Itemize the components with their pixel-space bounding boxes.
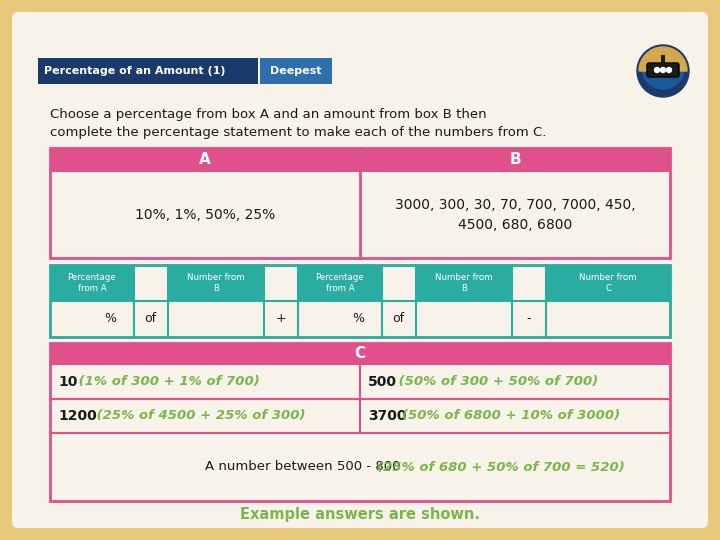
Text: 10%, 1%, 50%, 25%: 10%, 1%, 50%, 25% (135, 208, 275, 222)
Text: (50% of 6800 + 10% of 3000): (50% of 6800 + 10% of 3000) (402, 409, 620, 422)
Bar (168, 265, 264, 301)
Text: of: of (392, 313, 405, 326)
Bar (50, 148, 360, 172)
Bar (50, 265, 134, 301)
Text: C: C (354, 347, 366, 361)
Bar (50, 265, 670, 337)
Text: Choose a percentage from box A and an amount from box B then: Choose a percentage from box A and an am… (50, 108, 487, 121)
Bar (38, 58, 258, 84)
Text: Example answers are shown.: Example answers are shown. (240, 508, 480, 523)
Bar (50, 343, 670, 501)
Circle shape (654, 68, 660, 72)
Circle shape (642, 47, 684, 89)
Text: Number from
B: Number from B (435, 273, 492, 293)
Bar (298, 265, 382, 301)
Bar (360, 148, 670, 172)
FancyBboxPatch shape (12, 12, 708, 528)
Text: (25% of 680 + 50% of 700 = 520): (25% of 680 + 50% of 700 = 520) (377, 461, 625, 474)
Text: A number between 500 - 800: A number between 500 - 800 (205, 461, 405, 474)
Text: 500: 500 (368, 375, 397, 389)
Bar (50, 148, 670, 258)
Text: Percentage
from A: Percentage from A (68, 273, 116, 293)
Text: A: A (199, 152, 211, 167)
Bar (260, 58, 332, 84)
Text: (1% of 300 + 1% of 700): (1% of 300 + 1% of 700) (74, 375, 260, 388)
Text: +: + (276, 313, 287, 326)
Text: 10: 10 (58, 375, 77, 389)
Text: Number from
B: Number from B (187, 273, 245, 293)
Bar (416, 265, 512, 301)
Text: Percentage
from A: Percentage from A (315, 273, 364, 293)
Text: -: - (527, 313, 531, 326)
Circle shape (667, 68, 672, 72)
Text: Number from
C: Number from C (580, 273, 636, 293)
Text: (50% of 300 + 50% of 700): (50% of 300 + 50% of 700) (394, 375, 598, 388)
Wedge shape (639, 47, 687, 71)
Bar (661, 55, 665, 65)
Text: %: % (104, 313, 116, 326)
Text: %: % (352, 313, 364, 326)
Text: Deepest: Deepest (270, 66, 322, 76)
Text: B: B (509, 152, 521, 167)
Text: Percentage of an Amount (1): Percentage of an Amount (1) (44, 66, 225, 76)
FancyBboxPatch shape (647, 63, 679, 77)
Text: of: of (145, 313, 157, 326)
Text: 3700: 3700 (368, 409, 407, 423)
Circle shape (660, 68, 665, 72)
Bar (50, 343, 670, 365)
Text: 3000, 300, 30, 70, 700, 7000, 450,
4500, 680, 6800: 3000, 300, 30, 70, 700, 7000, 450, 4500,… (395, 198, 635, 232)
Text: (25% of 4500 + 25% of 300): (25% of 4500 + 25% of 300) (92, 409, 305, 422)
Circle shape (637, 45, 689, 97)
Text: complete the percentage statement to make each of the numbers from C.: complete the percentage statement to mak… (50, 126, 546, 139)
Bar (546, 265, 670, 301)
Text: 1200: 1200 (58, 409, 96, 423)
